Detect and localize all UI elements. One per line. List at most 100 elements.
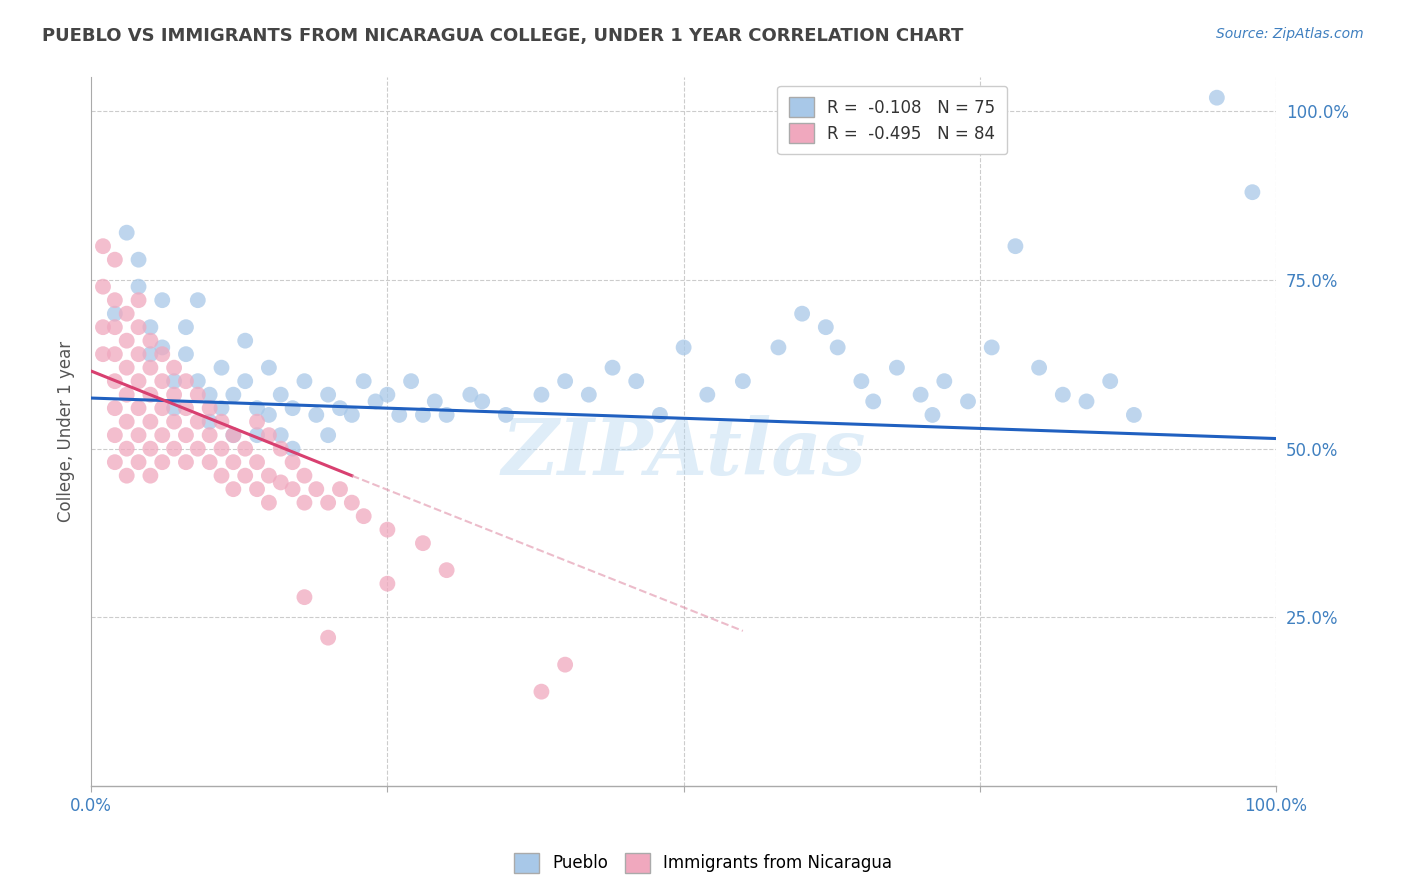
- Point: [104, 401, 127, 416]
- Point: [187, 293, 209, 308]
- Point: [104, 455, 127, 469]
- Point: [139, 347, 162, 361]
- Point: [222, 428, 245, 442]
- Point: [554, 657, 576, 672]
- Point: [139, 360, 162, 375]
- Point: [530, 684, 553, 698]
- Point: [412, 408, 434, 422]
- Point: [602, 360, 624, 375]
- Point: [257, 468, 280, 483]
- Legend: Pueblo, Immigrants from Nicaragua: Pueblo, Immigrants from Nicaragua: [508, 847, 898, 880]
- Point: [139, 334, 162, 348]
- Point: [436, 563, 458, 577]
- Point: [294, 496, 316, 510]
- Point: [150, 347, 173, 361]
- Point: [305, 482, 328, 496]
- Point: [104, 252, 127, 267]
- Point: [91, 320, 114, 334]
- Point: [233, 442, 256, 456]
- Point: [198, 387, 221, 401]
- Point: [163, 442, 186, 456]
- Point: [377, 576, 399, 591]
- Point: [270, 442, 292, 456]
- Point: [316, 428, 339, 442]
- Point: [91, 239, 114, 253]
- Point: [139, 442, 162, 456]
- Point: [399, 374, 422, 388]
- Point: [980, 340, 1002, 354]
- Point: [128, 252, 150, 267]
- Point: [377, 523, 399, 537]
- Point: [233, 374, 256, 388]
- Point: [270, 428, 292, 442]
- Point: [233, 468, 256, 483]
- Point: [329, 401, 352, 416]
- Point: [768, 340, 790, 354]
- Point: [530, 387, 553, 401]
- Point: [174, 347, 197, 361]
- Point: [128, 279, 150, 293]
- Point: [211, 415, 233, 429]
- Point: [128, 428, 150, 442]
- Point: [886, 360, 908, 375]
- Legend: R =  -0.108   N = 75, R =  -0.495   N = 84: R = -0.108 N = 75, R = -0.495 N = 84: [778, 86, 1007, 154]
- Point: [910, 387, 932, 401]
- Point: [1004, 239, 1026, 253]
- Point: [198, 455, 221, 469]
- Point: [257, 408, 280, 422]
- Point: [281, 442, 304, 456]
- Point: [353, 509, 375, 524]
- Point: [851, 374, 873, 388]
- Point: [150, 374, 173, 388]
- Point: [104, 307, 127, 321]
- Point: [139, 320, 162, 334]
- Point: [150, 293, 173, 308]
- Point: [956, 394, 979, 409]
- Point: [270, 475, 292, 490]
- Point: [246, 482, 269, 496]
- Point: [281, 482, 304, 496]
- Point: [246, 401, 269, 416]
- Point: [211, 442, 233, 456]
- Text: ZIPAtlas: ZIPAtlas: [502, 415, 866, 491]
- Point: [150, 340, 173, 354]
- Point: [222, 482, 245, 496]
- Point: [150, 455, 173, 469]
- Point: [163, 387, 186, 401]
- Point: [316, 631, 339, 645]
- Point: [294, 374, 316, 388]
- Point: [139, 387, 162, 401]
- Point: [353, 374, 375, 388]
- Point: [115, 307, 138, 321]
- Point: [128, 374, 150, 388]
- Point: [340, 496, 363, 510]
- Point: [921, 408, 943, 422]
- Point: [1205, 91, 1227, 105]
- Point: [423, 394, 446, 409]
- Point: [198, 415, 221, 429]
- Point: [187, 442, 209, 456]
- Point: [163, 415, 186, 429]
- Point: [198, 428, 221, 442]
- Point: [790, 307, 813, 321]
- Point: [211, 468, 233, 483]
- Point: [294, 590, 316, 604]
- Point: [554, 374, 576, 388]
- Point: [1241, 185, 1264, 199]
- Point: [139, 468, 162, 483]
- Point: [222, 387, 245, 401]
- Point: [281, 401, 304, 416]
- Point: [1028, 360, 1050, 375]
- Point: [1076, 394, 1098, 409]
- Point: [163, 360, 186, 375]
- Point: [211, 401, 233, 416]
- Point: [316, 496, 339, 510]
- Point: [578, 387, 600, 401]
- Point: [128, 401, 150, 416]
- Point: [115, 226, 138, 240]
- Point: [211, 360, 233, 375]
- Point: [1052, 387, 1074, 401]
- Point: [104, 320, 127, 334]
- Point: [246, 415, 269, 429]
- Point: [471, 394, 494, 409]
